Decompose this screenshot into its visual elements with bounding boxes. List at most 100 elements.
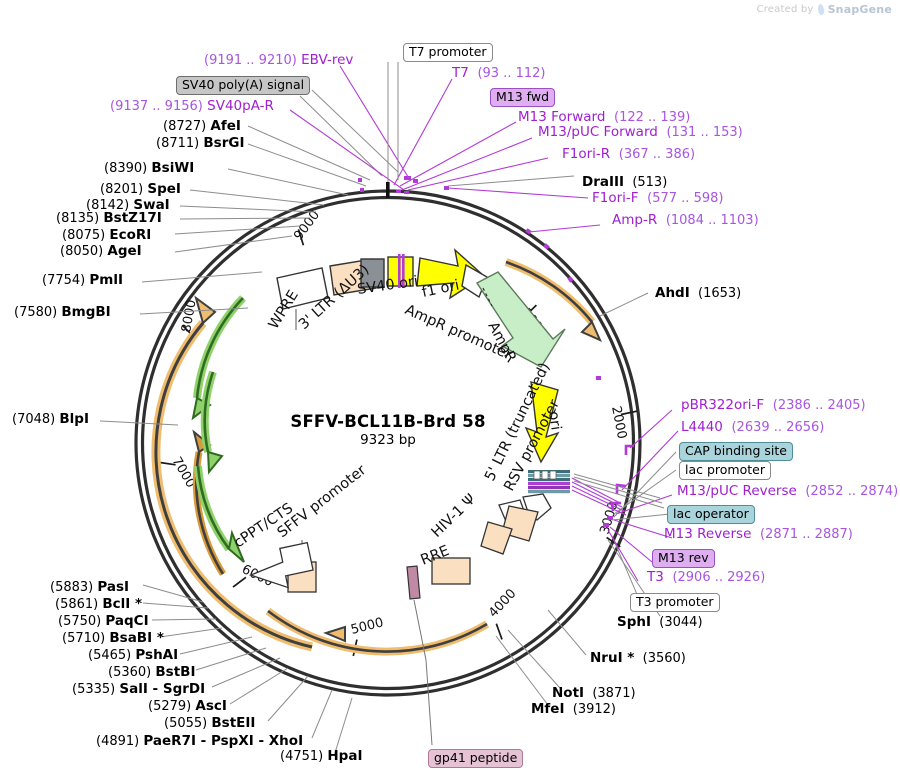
- leader-lines-primers: [289, 65, 679, 582]
- enzyme-position: (7048): [12, 412, 56, 427]
- enzyme-name: PasI: [97, 579, 130, 595]
- enzyme-position: (8390): [104, 161, 148, 176]
- enzyme-label-bsrgi[interactable]: (8711) BsrGI: [156, 136, 244, 151]
- enzyme-position: (8711): [156, 136, 200, 151]
- enzyme-name: MfeI: [531, 701, 565, 717]
- snapgene-watermark: Created by SnapGene: [757, 3, 892, 16]
- enzyme-label-noti[interactable]: NotI (3871): [552, 686, 636, 701]
- enzyme-name: BsrGI: [203, 135, 245, 151]
- enzyme-label-ecori[interactable]: (8075) EcoRI: [62, 228, 151, 243]
- primer-name: M13 Reverse: [664, 526, 752, 542]
- primer-label-m13-puc-reverse: M13/pUC Reverse (2852 .. 2874): [677, 484, 898, 499]
- enzyme-position: (1653): [698, 286, 742, 301]
- primer-label-t3: T3 (2906 .. 2926): [647, 570, 765, 585]
- enzyme-name: SalI - SgrDI: [119, 681, 206, 697]
- enzyme-name: PshAI: [135, 647, 179, 663]
- enzyme-name: SwaI: [133, 197, 170, 213]
- callout-gp41-peptide[interactable]: gp41 peptide: [428, 749, 524, 768]
- enzyme-position: (4751): [280, 749, 324, 764]
- callout-m13-fwd[interactable]: M13 fwd: [490, 88, 556, 107]
- enzyme-label-bstbi[interactable]: (5360) BstBI: [108, 665, 195, 680]
- enzyme-position: (3871): [592, 686, 636, 701]
- enzyme-name: BsaBI *: [109, 630, 164, 646]
- enzyme-name: BlpI: [59, 411, 89, 427]
- primer-range: (131 .. 153): [666, 125, 743, 140]
- enzyme-name: HpaI: [327, 748, 363, 764]
- enzyme-position: (8727): [163, 119, 207, 134]
- plasmid-name: SFFV-BCL11B-Brd 58: [290, 412, 486, 431]
- leader-line-t7-promoter: [387, 62, 399, 182]
- enzyme-label-afei[interactable]: (8727) AfeI: [163, 119, 241, 134]
- callout-lac-promoter[interactable]: lac promoter: [679, 461, 771, 480]
- enzyme-label-sphi[interactable]: SphI (3044): [617, 615, 703, 630]
- enzyme-label-swai[interactable]: (8142) SwaI: [86, 198, 170, 213]
- enzyme-label-blpi[interactable]: (7048) BlpI: [12, 412, 89, 427]
- enzyme-position: (5750): [58, 614, 102, 629]
- callout-lac-operator[interactable]: lac operator: [667, 505, 755, 524]
- primer-name: pBR322ori-F: [681, 397, 765, 413]
- enzyme-position: (8075): [62, 228, 106, 243]
- enzyme-name: NotI: [552, 685, 585, 701]
- enzyme-label-hpai[interactable]: (4751) HpaI: [280, 749, 362, 764]
- svg-text:8000: 8000: [179, 298, 200, 333]
- enzyme-position: (4891): [96, 734, 140, 749]
- enzyme-label-pasi[interactable]: (5883) PasI: [50, 580, 129, 595]
- callout-t7-promoter[interactable]: T7 promoter: [403, 43, 493, 62]
- primer-label-f1ori-r: F1ori-R (367 .. 386): [562, 147, 695, 162]
- enzyme-name: AfeI: [210, 118, 241, 134]
- callout-t3-promoter[interactable]: T3 promoter: [630, 593, 720, 612]
- enzyme-position: (7754): [42, 273, 86, 288]
- enzyme-name: PmlI: [89, 272, 123, 288]
- svg-text:4000: 4000: [486, 586, 520, 620]
- primer-range: (122 .. 139): [614, 110, 691, 125]
- primer-range: (577 .. 598): [647, 191, 724, 206]
- enzyme-label-draiii[interactable]: DraIII (513): [582, 175, 667, 190]
- primer-label-m13-puc-forward: M13/pUC Forward (131 .. 153): [538, 125, 743, 140]
- enzyme-label-pmli[interactable]: (7754) PmlI: [42, 273, 123, 288]
- enzyme-label-asci[interactable]: (5279) AscI: [148, 699, 227, 714]
- enzyme-label-bstz17i[interactable]: (8135) BstZ17I: [56, 211, 162, 226]
- enzyme-position: (8201): [100, 182, 144, 197]
- enzyme-name: BstZ17I: [103, 210, 162, 226]
- svg-text:5000: 5000: [349, 615, 385, 638]
- snapgene-logo-icon: [816, 3, 825, 16]
- enzyme-label-paqci[interactable]: (5750) PaqCI: [58, 614, 149, 629]
- primer-range: (2386 .. 2405): [772, 398, 866, 413]
- enzyme-label-pshai[interactable]: (5465) PshAI: [88, 648, 178, 663]
- enzyme-name: SphI: [617, 614, 652, 630]
- primer-label-l4440: L4440 (2639 .. 2656): [681, 420, 824, 435]
- svg-text:9000: 9000: [291, 208, 323, 243]
- enzyme-label-spei[interactable]: (8201) SpeI: [100, 182, 181, 197]
- enzyme-name: BmgBI: [61, 304, 111, 320]
- primer-label-m13-forward: M13 Forward (122 .. 139): [518, 110, 690, 125]
- enzyme-label-sali-sgrdi[interactable]: (5335) SalI - SgrDI: [72, 682, 205, 697]
- primer-name: T3: [647, 569, 664, 585]
- enzyme-label-bmgbi[interactable]: (7580) BmgBI: [14, 305, 111, 320]
- enzyme-position: (513): [632, 175, 668, 190]
- enzyme-position: (3912): [572, 702, 616, 717]
- enzyme-label-ahdi[interactable]: AhdI (1653): [655, 286, 741, 301]
- enzyme-label-paer7i-pspxi-xhoi[interactable]: (4891) PaeR7I - PspXI - XhoI: [96, 734, 303, 749]
- callout-sv40-polya-signal[interactable]: SV40 poly(A) signal: [176, 76, 311, 95]
- callout-m13-rev[interactable]: M13 rev: [652, 549, 715, 568]
- enzyme-position: (5335): [72, 682, 116, 697]
- enzyme-label-nrui[interactable]: NruI * (3560): [590, 651, 686, 666]
- enzyme-name: BclI *: [102, 596, 143, 612]
- enzyme-label-bsabi[interactable]: (5710) BsaBI *: [62, 631, 164, 646]
- primer-name: EBV-rev: [301, 52, 354, 68]
- enzyme-label-mfei[interactable]: MfeI (3912): [531, 702, 616, 717]
- primer-range: (1084 .. 1103): [665, 213, 759, 228]
- callout-cap-binding-site[interactable]: CAP binding site: [679, 442, 793, 461]
- enzyme-label-bstei[interactable]: (5055) BstEII: [164, 716, 255, 731]
- primer-name: M13/pUC Reverse: [677, 483, 797, 499]
- enzyme-label-bsiwi[interactable]: (8390) BsiWI: [104, 161, 194, 176]
- enzyme-position: (5861): [55, 597, 99, 612]
- enzyme-label-bcli[interactable]: (5861) BclI *: [55, 597, 142, 612]
- enzyme-label-agei[interactable]: (8050) AgeI: [60, 244, 142, 259]
- enzyme-name: PaqCI: [105, 613, 149, 629]
- primer-name: M13/pUC Forward: [538, 124, 658, 140]
- primer-name: M13 Forward: [518, 109, 606, 125]
- leader-lines-mcs: [573, 473, 665, 509]
